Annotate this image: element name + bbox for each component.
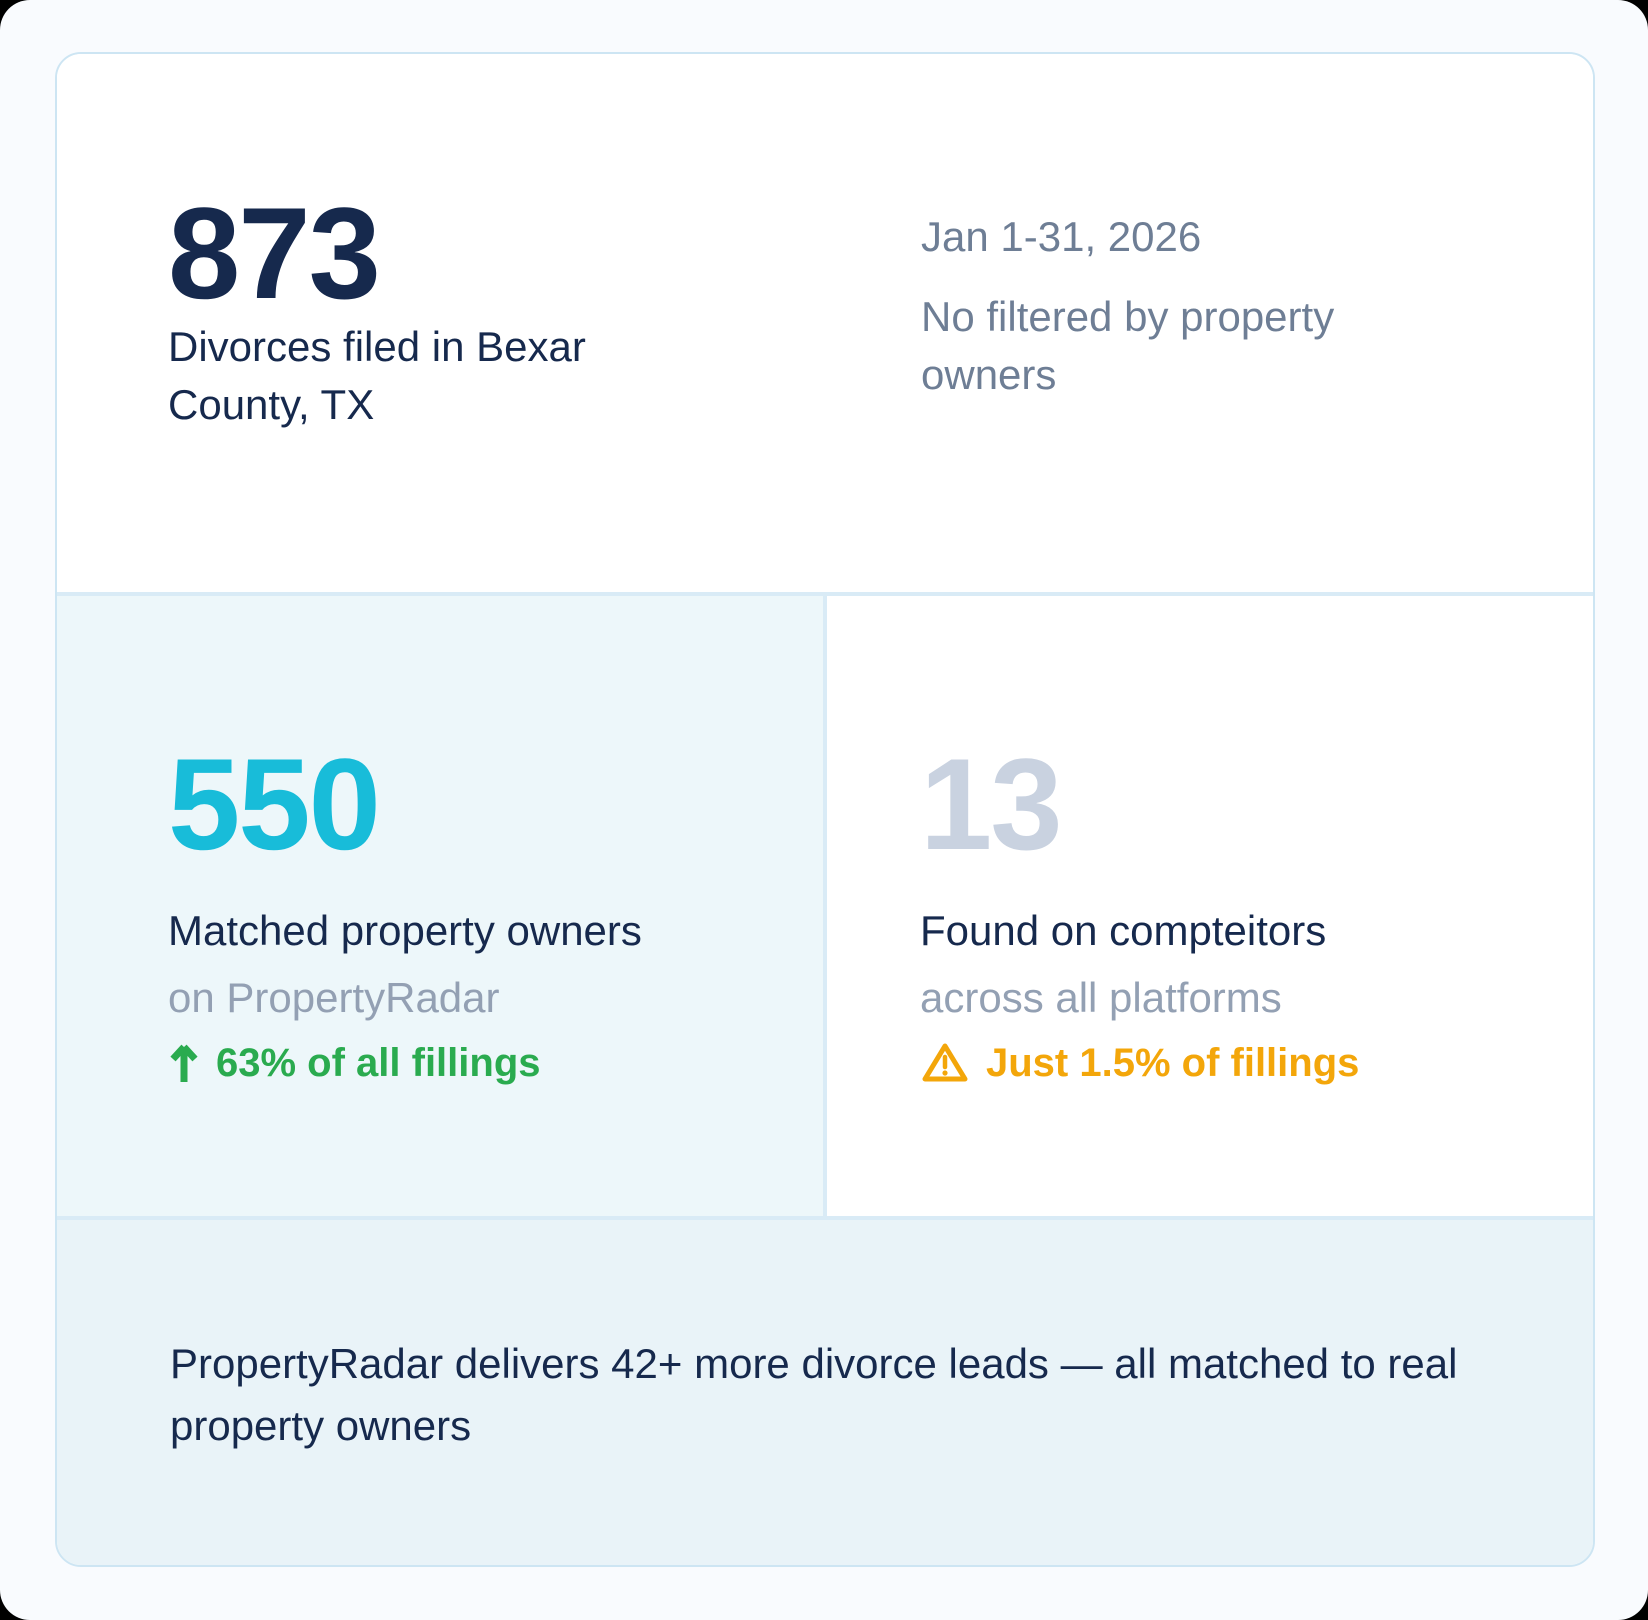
competitors-value: 13: [920, 731, 1063, 877]
arrow-up-icon: [168, 1040, 200, 1086]
total-filings-block: 873 Divorces filed in Bexar County, TX: [57, 54, 825, 592]
competitors-cell: 13 Found on compteitors across all platf…: [827, 596, 1593, 1216]
header-section: 873 Divorces filed in Bexar County, TX J…: [57, 54, 1593, 592]
total-filings-label: Divorces filed in Bexar County, TX: [168, 323, 586, 428]
matched-owners-cell: 550 Matched property owners on PropertyR…: [57, 596, 823, 1216]
warning-icon: [920, 1040, 970, 1086]
matched-owners-badge-text: 63% of all fillings: [216, 1040, 541, 1085]
vertical-divider: [823, 596, 827, 1216]
date-range: Jan 1-31, 2026: [921, 213, 1202, 260]
summary-text: PropertyRadar delivers 42+ more divorce …: [170, 1340, 1458, 1450]
horizontal-divider: [57, 592, 1593, 596]
divorce-leads-stats-card: 873 Divorces filed in Bexar County, TX J…: [55, 52, 1595, 1567]
matched-owners-value: 550: [168, 731, 381, 877]
matched-owners-sublabel: on PropertyRadar: [168, 973, 500, 1021]
total-filings-value: 873: [168, 180, 381, 326]
competitors-badge: Just 1.5% of fillings: [920, 1037, 1553, 1089]
report-meta-block: Jan 1-31, 2026 No filtered by property o…: [825, 54, 1593, 592]
horizontal-divider: [57, 1216, 1593, 1220]
competitors-label: Found on compteitors: [920, 907, 1327, 954]
matched-owners-badge: 63% of all fillings: [168, 1037, 783, 1089]
summary-section: PropertyRadar delivers 42+ more divorce …: [57, 1220, 1593, 1565]
competitors-badge-text: Just 1.5% of fillings: [986, 1040, 1360, 1085]
competitors-sublabel: across all platforms: [920, 973, 1282, 1021]
comparison-row: 550 Matched property owners on PropertyR…: [57, 596, 1593, 1216]
matched-owners-label: Matched property owners: [168, 907, 642, 954]
filter-note: No filtered by property owners: [921, 292, 1335, 398]
